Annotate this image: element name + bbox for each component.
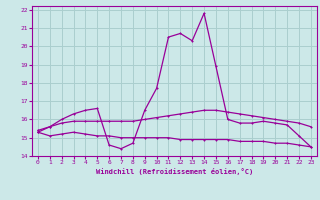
X-axis label: Windchill (Refroidissement éolien,°C): Windchill (Refroidissement éolien,°C) bbox=[96, 168, 253, 175]
